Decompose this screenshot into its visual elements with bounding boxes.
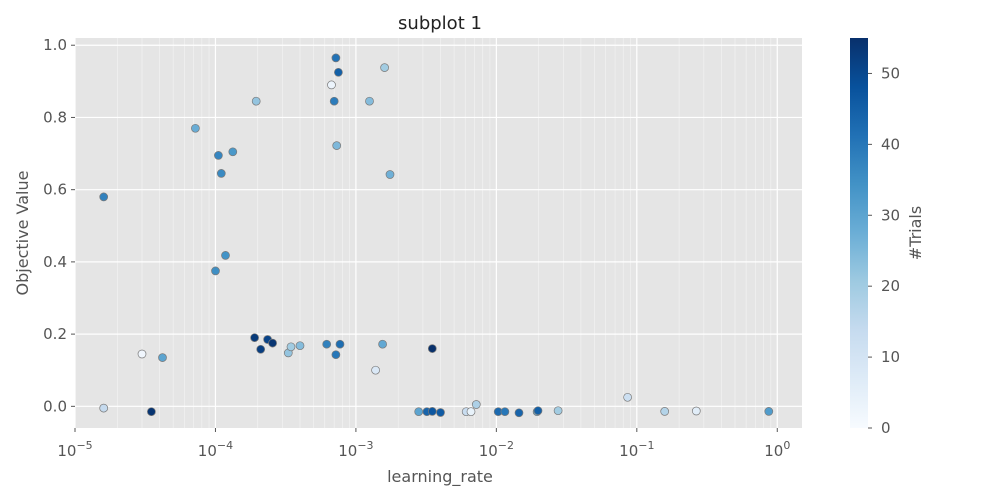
scatter-point (221, 251, 230, 260)
colorbar-tick-label: 40 (881, 135, 900, 153)
scatter-point (268, 338, 277, 348)
colorbar-tick-label: 30 (881, 206, 900, 224)
y-tick-label: 0.4 (43, 253, 67, 271)
scatter-point (500, 407, 510, 417)
scatter-point (251, 96, 261, 106)
scatter-point (99, 192, 109, 202)
colorbar (850, 38, 868, 428)
scatter-point (660, 407, 670, 416)
scatter-point (332, 141, 342, 150)
scatter-point (764, 407, 774, 416)
y-tick-label: 0.0 (43, 397, 67, 415)
scatter-point (371, 365, 380, 375)
y-tick-label: 0.2 (43, 325, 67, 343)
plot-area (75, 38, 802, 428)
x-tick-label: 100 (764, 439, 790, 460)
scatter-point (147, 407, 156, 417)
scatter-point (331, 350, 341, 360)
y-axis-ticks: 0.0 0.2 0.4 0.6 0.8 1.0 (43, 36, 75, 415)
y-axis-label: Objective Value (13, 171, 32, 296)
scatter-point (414, 407, 424, 417)
scatter-point (380, 63, 389, 72)
scatter-point (256, 344, 266, 354)
y-tick-label: 0.8 (43, 108, 67, 126)
scatter-point (158, 353, 167, 362)
chart-title: subplot 1 (398, 13, 482, 34)
colorbar-tick-label: 50 (881, 64, 900, 82)
scatter-point (137, 349, 147, 359)
x-tick-label: 10−1 (619, 439, 654, 460)
scatter-points (99, 53, 774, 418)
y-tick-label: 1.0 (43, 36, 67, 54)
scatter-point (329, 96, 339, 106)
y-tick-label: 0.6 (43, 181, 67, 199)
scatter-point (427, 407, 437, 416)
scatter-point (466, 407, 476, 417)
scatter-point (436, 408, 445, 417)
colorbar-ticks: 0 10 20 30 40 50 (868, 64, 900, 437)
colorbar-label: #Trials (906, 206, 925, 260)
scatter-point (286, 342, 296, 352)
scatter-point (99, 403, 109, 413)
scatter-point (335, 339, 345, 349)
scatter-point (327, 80, 336, 90)
scatter-point (365, 96, 374, 106)
scatter-point (623, 392, 632, 402)
scatter-point (471, 400, 481, 409)
scatter-point (216, 169, 226, 178)
scatter-point (322, 339, 332, 349)
colorbar-tick-label: 20 (881, 277, 900, 295)
scatter-point (553, 406, 563, 416)
scatter-point (533, 406, 543, 416)
scatter-point (427, 344, 437, 353)
scatter-point (334, 67, 343, 77)
x-tick-label: 10−3 (338, 439, 373, 460)
scatter-point (514, 408, 524, 418)
x-axis-label: learning_rate (387, 467, 493, 487)
colorbar-tick-label: 10 (881, 348, 900, 366)
scatter-point (228, 147, 238, 157)
scatter-point (191, 123, 200, 133)
scatter-point (211, 266, 220, 276)
x-tick-label: 10−4 (198, 439, 233, 460)
x-axis-ticks: 10−5 10−4 10−3 10−2 10−1 100 (57, 428, 790, 460)
scatter-point (378, 339, 387, 349)
colorbar-tick-label: 0 (881, 419, 891, 437)
scatter-point (385, 170, 395, 179)
x-tick-label: 10−2 (479, 439, 514, 460)
scatter-point (250, 333, 259, 343)
scatter-point (691, 406, 701, 416)
x-tick-label: 10−5 (57, 439, 92, 460)
scatter-point (295, 341, 305, 351)
scatter-point (331, 53, 341, 63)
scatter-point (214, 151, 223, 160)
